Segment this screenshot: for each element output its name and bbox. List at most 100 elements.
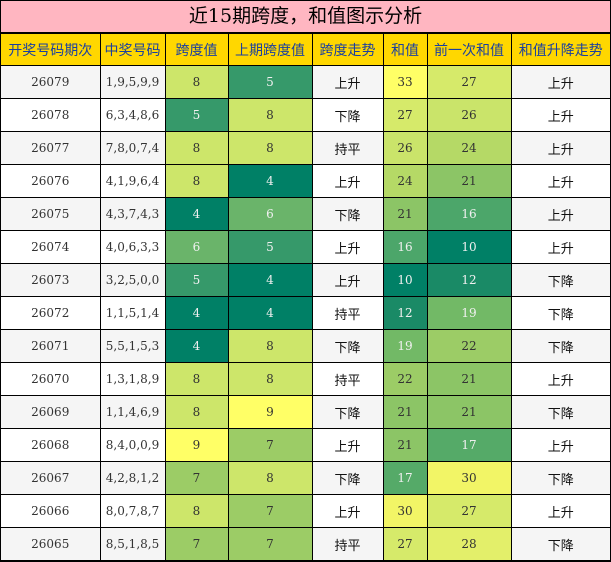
sum-trend-cell: 上升 <box>510 197 610 231</box>
period-cell: 26073 <box>1 263 101 297</box>
table-row: 26068 8,4,0,0,9 9 7 上升 21 17 上升 <box>1 428 610 462</box>
span-trend-cell: 持平 <box>311 131 384 165</box>
numbers-cell: 3,2,5,0,0 <box>99 263 166 297</box>
prev-span-cell: 8 <box>227 131 313 165</box>
table-row: 26067 4,2,8,1,2 7 8 下降 17 30 下降 <box>1 461 610 495</box>
sum-cell: 17 <box>382 461 428 495</box>
numbers-cell: 4,3,7,4,3 <box>99 197 166 231</box>
table-row: 26076 4,1,9,6,4 8 4 上升 24 21 上升 <box>1 164 610 198</box>
prev-span-cell: 5 <box>227 230 313 264</box>
span-trend-cell: 持平 <box>311 362 384 396</box>
sum-cell: 12 <box>382 296 428 330</box>
sum-trend-cell: 上升 <box>510 428 610 462</box>
span-trend-cell: 上升 <box>311 164 384 198</box>
sum-cell: 27 <box>382 527 428 561</box>
prev-sum-cell: 24 <box>426 131 512 165</box>
prev-sum-cell: 27 <box>426 65 512 99</box>
sum-trend-cell: 下降 <box>510 527 610 561</box>
prev-span-cell: 8 <box>227 362 313 396</box>
numbers-cell: 8,4,0,0,9 <box>99 428 166 462</box>
sum-trend-cell: 下降 <box>510 461 610 495</box>
period-cell: 26079 <box>1 65 101 99</box>
numbers-cell: 4,0,6,3,3 <box>99 230 166 264</box>
span-cell: 7 <box>164 527 229 561</box>
span-cell: 4 <box>164 296 229 330</box>
numbers-cell: 8,5,1,8,5 <box>99 527 166 561</box>
prev-span-cell: 8 <box>227 461 313 495</box>
period-cell: 26074 <box>1 230 101 264</box>
sum-cell: 21 <box>382 428 428 462</box>
span-trend-cell: 下降 <box>311 197 384 231</box>
sum-cell: 24 <box>382 164 428 198</box>
header-sum: 和值 <box>382 33 428 66</box>
span-cell: 8 <box>164 65 229 99</box>
header-span-trend: 跨度走势 <box>311 33 384 66</box>
numbers-cell: 4,1,9,6,4 <box>99 164 166 198</box>
prev-span-cell: 5 <box>227 65 313 99</box>
prev-sum-cell: 27 <box>426 494 512 528</box>
period-cell: 26068 <box>1 428 101 462</box>
period-cell: 26075 <box>1 197 101 231</box>
prev-span-cell: 4 <box>227 164 313 198</box>
period-cell: 26072 <box>1 296 101 330</box>
sum-trend-cell: 上升 <box>510 98 610 132</box>
prev-sum-cell: 28 <box>426 527 512 561</box>
span-cell: 5 <box>164 263 229 297</box>
sum-trend-cell: 上升 <box>510 494 610 528</box>
table-body: 26079 1,9,5,9,9 8 5 上升 33 27 上升 26078 6,3,4,8,6 5 8… <box>1 65 610 561</box>
page-title: 近15期跨度，和值图示分析 <box>1 1 610 33</box>
prev-sum-cell: 30 <box>426 461 512 495</box>
sum-cell: 33 <box>382 65 428 99</box>
table-row: 26074 4,0,6,3,3 6 5 上升 16 10 上升 <box>1 230 610 264</box>
span-trend-cell: 上升 <box>311 494 384 528</box>
table-row: 26072 1,1,5,1,4 4 4 持平 12 19 下降 <box>1 296 610 330</box>
prev-sum-cell: 26 <box>426 98 512 132</box>
span-cell: 8 <box>164 164 229 198</box>
period-cell: 26066 <box>1 494 101 528</box>
prev-sum-cell: 21 <box>426 395 512 429</box>
prev-span-cell: 7 <box>227 494 313 528</box>
numbers-cell: 8,0,7,8,7 <box>99 494 166 528</box>
span-cell: 7 <box>164 461 229 495</box>
span-cell: 4 <box>164 197 229 231</box>
span-trend-cell: 上升 <box>311 428 384 462</box>
span-cell: 8 <box>164 494 229 528</box>
span-trend-cell: 上升 <box>311 263 384 297</box>
span-trend-cell: 持平 <box>311 296 384 330</box>
table-row: 26077 7,8,0,7,4 8 8 持平 26 24 上升 <box>1 131 610 165</box>
sum-cell: 27 <box>382 98 428 132</box>
period-cell: 26070 <box>1 362 101 396</box>
prev-sum-cell: 21 <box>426 362 512 396</box>
prev-span-cell: 4 <box>227 263 313 297</box>
prev-span-cell: 4 <box>227 296 313 330</box>
period-cell: 26065 <box>1 527 101 561</box>
prev-sum-cell: 21 <box>426 164 512 198</box>
prev-span-cell: 9 <box>227 395 313 429</box>
span-cell: 8 <box>164 362 229 396</box>
span-cell: 6 <box>164 230 229 264</box>
prev-sum-cell: 22 <box>426 329 512 363</box>
sum-trend-cell: 上升 <box>510 164 610 198</box>
numbers-cell: 1,1,5,1,4 <box>99 296 166 330</box>
span-cell: 8 <box>164 131 229 165</box>
span-cell: 9 <box>164 428 229 462</box>
period-cell: 26071 <box>1 329 101 363</box>
header-sum-trend: 和值升降走势 <box>510 33 610 66</box>
prev-span-cell: 6 <box>227 197 313 231</box>
span-cell: 5 <box>164 98 229 132</box>
table-row: 26075 4,3,7,4,3 4 6 下降 21 16 上升 <box>1 197 610 231</box>
header-prev-span: 上期跨度值 <box>227 33 313 66</box>
numbers-cell: 1,1,4,6,9 <box>99 395 166 429</box>
period-cell: 26076 <box>1 164 101 198</box>
span-cell: 8 <box>164 395 229 429</box>
header-prev-sum: 前一次和值 <box>426 33 512 66</box>
table-row: 26071 5,5,1,5,3 4 8 下降 19 22 下降 <box>1 329 610 363</box>
header-numbers: 中奖号码 <box>99 33 166 66</box>
header-span: 跨度值 <box>164 33 229 66</box>
sum-cell: 30 <box>382 494 428 528</box>
span-trend-cell: 上升 <box>311 230 384 264</box>
numbers-cell: 1,9,5,9,9 <box>99 65 166 99</box>
analysis-table: 开奖号码期次 中奖号码 跨度值 上期跨度值 跨度走势 和值 前一次和值 和值升降… <box>1 33 610 561</box>
prev-sum-cell: 10 <box>426 230 512 264</box>
span-cell: 4 <box>164 329 229 363</box>
